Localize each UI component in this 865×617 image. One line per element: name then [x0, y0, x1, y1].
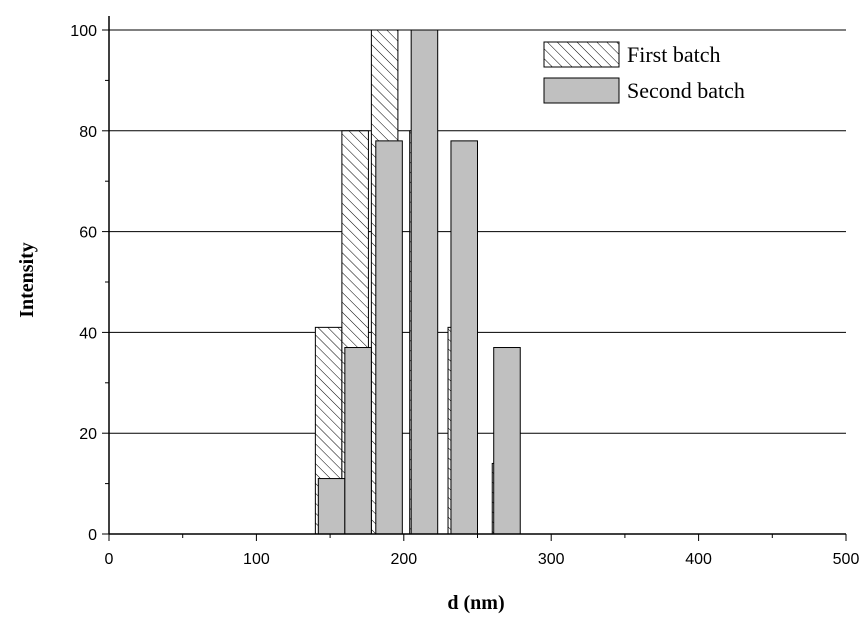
bar-series-2 — [344, 347, 372, 535]
legend: First batch Second batch — [543, 41, 745, 104]
bar-series-2 — [410, 29, 439, 535]
y-tick-label: 60 — [79, 225, 97, 242]
legend-label: Second batch — [627, 78, 745, 103]
y-tick-label: 20 — [79, 426, 97, 443]
x-tick-label: 100 — [243, 551, 270, 568]
x-tick-label: 400 — [685, 551, 712, 568]
y-tick-label: 40 — [79, 325, 97, 342]
bar-series-2 — [375, 140, 403, 535]
y-tick-label: 80 — [79, 124, 97, 141]
bar-series-2 — [317, 478, 346, 535]
y-tick-label: 0 — [88, 527, 97, 544]
y-axis-title: Intensity — [16, 242, 38, 318]
x-tick-label: 300 — [538, 551, 565, 568]
x-axis-title: d (nm) — [447, 592, 504, 614]
legend-label: First batch — [627, 42, 721, 67]
x-tick-label: 500 — [833, 551, 860, 568]
bar-series-2 — [493, 347, 521, 535]
legend-swatch — [543, 77, 620, 104]
bars — [314, 29, 521, 535]
legend-swatch — [543, 41, 620, 68]
x-tick-label: 0 — [105, 551, 114, 568]
y-tick-label: 100 — [70, 23, 97, 40]
ticks: 0 20 40 60 80 100 0 100 200 300 400 500 — [70, 23, 859, 568]
bar-series-2 — [450, 140, 478, 535]
x-tick-label: 200 — [390, 551, 417, 568]
